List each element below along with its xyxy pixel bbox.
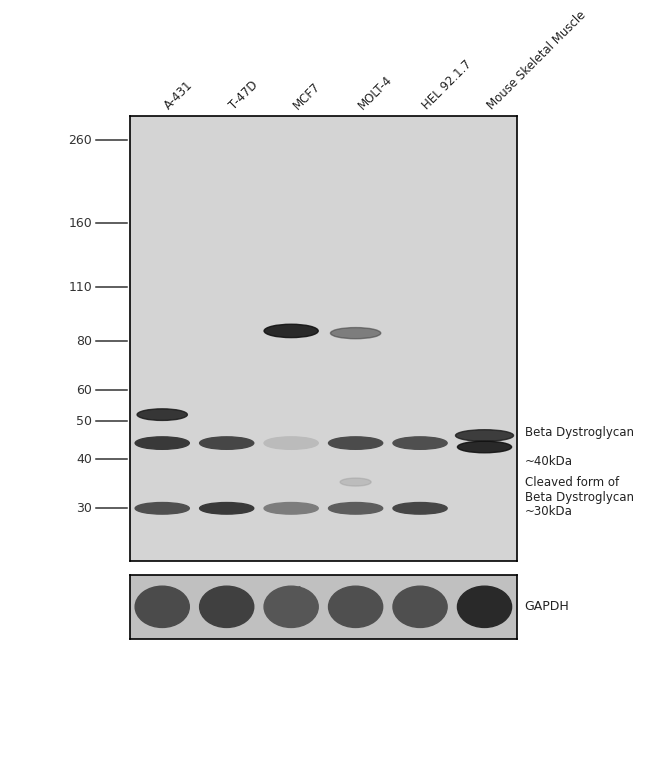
Text: 160: 160 xyxy=(68,217,92,230)
Text: 60: 60 xyxy=(76,384,92,397)
Text: Beta Dystroglycan: Beta Dystroglycan xyxy=(525,491,634,504)
Text: GAPDH: GAPDH xyxy=(525,601,569,613)
Text: 30: 30 xyxy=(76,502,92,515)
Ellipse shape xyxy=(200,502,254,514)
Text: Cleaved form of: Cleaved form of xyxy=(525,476,619,489)
Text: MOLT-4: MOLT-4 xyxy=(356,73,395,111)
Ellipse shape xyxy=(328,502,383,514)
Text: ~30kDa: ~30kDa xyxy=(525,505,573,518)
Ellipse shape xyxy=(328,437,383,450)
Ellipse shape xyxy=(200,586,254,628)
Text: 50: 50 xyxy=(76,415,92,428)
Ellipse shape xyxy=(200,437,254,450)
Text: 110: 110 xyxy=(68,280,92,293)
Ellipse shape xyxy=(340,478,371,486)
Ellipse shape xyxy=(330,327,381,339)
Text: HEL 92.1.7: HEL 92.1.7 xyxy=(420,57,474,111)
Text: Mouse Skeletal Muscle: Mouse Skeletal Muscle xyxy=(484,8,588,111)
Ellipse shape xyxy=(328,586,383,628)
Text: T-47D: T-47D xyxy=(227,78,261,111)
Ellipse shape xyxy=(456,430,514,441)
Ellipse shape xyxy=(458,441,512,453)
Text: 260: 260 xyxy=(68,134,92,147)
Ellipse shape xyxy=(393,586,447,628)
Ellipse shape xyxy=(458,586,512,628)
Text: ~40kDa: ~40kDa xyxy=(525,454,573,467)
Text: MCF7: MCF7 xyxy=(291,80,323,111)
Ellipse shape xyxy=(135,586,189,628)
Ellipse shape xyxy=(393,502,447,514)
Text: 80: 80 xyxy=(76,334,92,348)
Ellipse shape xyxy=(264,502,318,514)
Ellipse shape xyxy=(135,502,189,514)
Text: 40: 40 xyxy=(76,453,92,466)
Ellipse shape xyxy=(264,324,318,337)
Ellipse shape xyxy=(264,437,318,450)
Ellipse shape xyxy=(393,437,447,450)
Text: A-431: A-431 xyxy=(162,78,196,111)
Ellipse shape xyxy=(137,409,187,420)
Ellipse shape xyxy=(264,586,318,628)
Text: Beta Dystroglycan: Beta Dystroglycan xyxy=(525,426,634,439)
Ellipse shape xyxy=(135,437,189,450)
